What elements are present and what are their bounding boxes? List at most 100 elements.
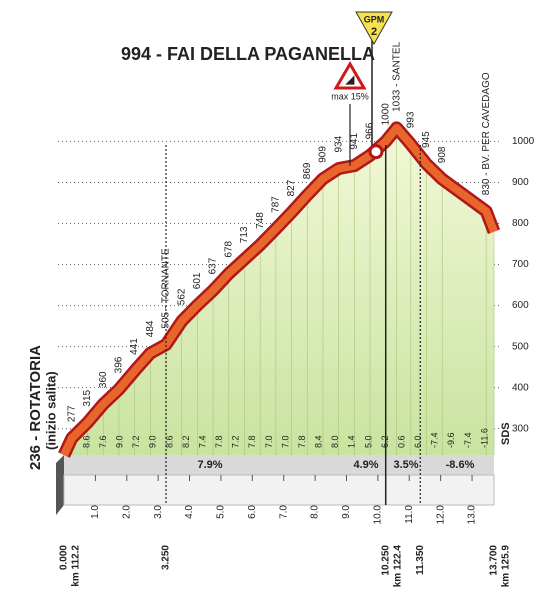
gradient-label: 7.8 [214,435,224,448]
marker-label: 10.250 [380,545,391,576]
altitude-label: 908 [437,146,448,163]
gradient-label: 7.2 [231,435,241,448]
gradient-label: 7.2 [131,435,141,448]
gradient-label: 7.4 [197,435,207,448]
average-gradient: 3.5% [393,459,418,471]
altitude-label: 484 [145,320,156,337]
gradient-label: -7.4 [463,432,473,448]
altitude-label: 505 - TORNANTE [161,248,172,329]
y-tick-label: 1000 [512,136,535,147]
altitude-label: 934 [333,135,344,152]
gradient-label: 7.0 [264,435,274,448]
average-gradient: 4.9% [353,459,378,471]
altitude-label: 713 [239,226,250,243]
altitude-label: 993 [405,111,416,128]
gradient-label: 8.2 [181,435,191,448]
gradient-label: 8.0 [330,435,340,448]
marker-km: km 112.2 [71,545,82,587]
x-tick-label: 4.0 [184,505,195,519]
x-tick-label: 11.0 [404,505,415,524]
base-block [56,455,64,515]
profile-area [64,127,494,455]
x-tick-label: 9.0 [341,505,352,519]
x-tick-label: 5.0 [216,505,227,519]
y-tick-label: 700 [512,259,529,270]
altitude-label: 1033 - SANTEL [391,41,402,111]
marker-label: 0.000 [59,545,70,570]
y-tick-label: 600 [512,300,529,311]
y-tick-label: 400 [512,382,529,393]
altitude-label: 941 [349,133,360,150]
altitude-label: 441 [129,338,140,355]
x-tick-label: 3.0 [153,505,164,519]
altitude-label: 966 [365,122,376,139]
altitude-label: 830 - BV. PER CAVEDAGO [481,72,492,195]
gradient-label: -9.6 [446,432,456,448]
gradient-label: 8.6 [81,435,91,448]
marker-km: km 125.9 [501,545,512,588]
gradient-label: 7.0 [280,435,290,448]
altitude-label: 315 [82,389,93,406]
gradient-label: 9.0 [115,435,125,448]
marker-label: 13.700 [489,545,500,576]
chart-title: 994 - FAI DELLA PAGANELLA [121,44,375,64]
altitude-label: 277 [66,405,77,422]
warning-sign [333,61,367,90]
base-band-white [63,474,495,506]
marker-label: 11.350 [415,545,426,575]
gpm-flag [355,11,393,46]
altitude-label: 396 [114,356,125,373]
gpm-label: GPM [364,14,385,24]
gradient-label: 7.8 [297,435,307,448]
gradient-label: 7.6 [98,435,108,448]
gradient-label: 5.0 [363,435,373,448]
gradient-label: -11.6 [479,428,489,448]
warning-glyph: ◢ [345,74,355,86]
gradient-label: 6.2 [380,435,390,448]
altitude-label: 909 [318,146,329,163]
gradient-label: 8.6 [164,435,174,448]
altitude-label: 748 [255,212,266,229]
altitude-label: 360 [98,371,109,388]
gradient-label: -7.4 [430,432,440,448]
gradient-label: 0.6 [396,435,406,448]
altitude-label: 945 [421,131,432,148]
start-note: (inizio salita) [43,371,58,450]
altitude-label: 869 [302,162,313,179]
altitude-label: 601 [192,272,203,289]
gpm-category: 2 [371,26,377,38]
marker-km: km 122.4 [392,545,403,588]
average-gradient: 7.9% [197,459,222,471]
profile-line [60,123,498,457]
start-label: 236 - ROTATORIA [27,345,44,470]
gpm-point [368,144,384,160]
x-tick-label: 7.0 [278,505,289,519]
altitude-label: 1000 [380,103,391,126]
marker-label: 3.250 [161,545,172,570]
x-tick-label: 13.0 [467,505,478,525]
altitude-label: 787 [271,196,282,213]
gradient-label: 6.0 [413,435,423,448]
gradient-label: 7.8 [247,435,257,448]
x-tick-label: 1.0 [90,505,101,519]
y-tick-label: 300 [512,423,529,434]
altitude-label: 562 [176,288,187,305]
warning-label: max 15% [331,91,369,101]
x-tick-label: 2.0 [121,505,132,519]
altitude-label: 678 [223,240,234,257]
altitude-label: 827 [286,179,297,196]
base-band [64,455,494,475]
logo: SDS [500,422,512,445]
gradient-label: 8.4 [314,435,324,448]
y-tick-label: 800 [512,218,529,229]
x-tick-label: 8.0 [310,505,321,519]
altitude-label: 637 [208,257,219,274]
y-tick-label: 500 [512,341,529,352]
x-tick-label: 12.0 [435,505,446,525]
average-gradient: -8.6% [446,459,475,471]
y-tick-label: 900 [512,177,529,188]
gradient-label: 9.0 [148,435,158,448]
x-tick-label: 6.0 [247,505,258,519]
gradient-label: 1.4 [347,435,357,448]
